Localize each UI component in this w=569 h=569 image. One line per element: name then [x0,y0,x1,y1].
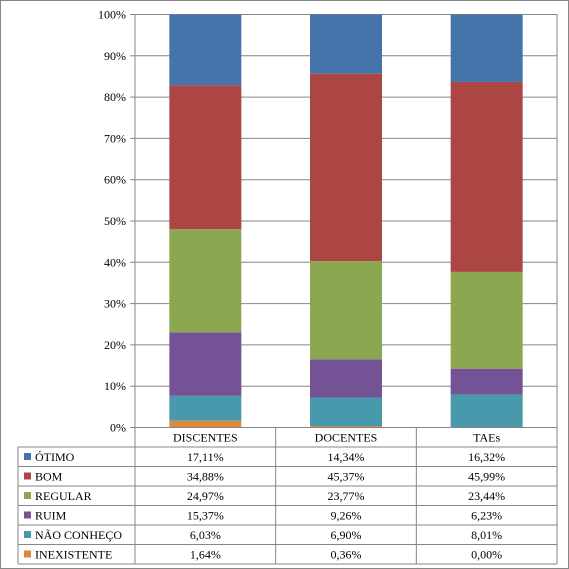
series-label: NÃO CONHEÇO [35,528,122,542]
data-value: 45,37% [328,470,365,484]
data-value: 6,03% [190,528,221,542]
bar-segment [450,394,523,428]
legend-key [24,453,31,460]
legend-key [24,550,31,558]
bar-segment [169,420,242,428]
legend-key [24,472,31,480]
bar-segment [310,73,382,262]
bar-segment [450,81,523,272]
data-value: 14,34% [328,450,365,464]
bar-segment [310,359,382,398]
data-value: 17,11% [187,450,224,464]
data-value: 9,26% [331,509,362,523]
data-value: 0,00% [471,548,502,562]
y-tick-label: 0% [110,421,126,435]
bar-segment [169,14,242,86]
data-value: 1,64% [190,548,221,562]
series-label: RUIM [35,509,67,523]
category-label: TAEs [473,431,500,445]
bar-segment [169,332,242,396]
bar-segment [169,229,242,333]
data-value: 15,37% [187,509,224,523]
y-tick-label: 40% [104,255,126,269]
data-value: 6,90% [331,528,362,542]
data-value: 23,77% [328,489,365,503]
data-value: 23,44% [468,489,505,503]
y-tick-label: 80% [104,90,126,104]
data-value: 34,88% [187,470,224,484]
legend-key [24,492,31,499]
y-tick-label: 60% [104,173,126,187]
category-label: DISCENTES [173,431,238,445]
category-label: DOCENTES [315,431,378,445]
bar-segment [450,271,523,369]
y-tick-label: 20% [104,338,126,352]
data-value: 24,97% [187,489,224,503]
y-tick-label: 30% [104,297,126,311]
data-value: 8,01% [471,528,502,542]
y-tick-label: 90% [104,49,126,63]
data-value: 6,23% [471,509,502,523]
y-tick-label: 10% [104,379,126,393]
data-value: 0,36% [331,548,362,562]
series-label: INEXISTENTE [35,548,112,562]
bar-segment [450,14,523,82]
bar-segment [310,397,382,427]
data-value: 45,99% [468,470,505,484]
legend-key [24,531,31,538]
bar-segment [169,395,242,421]
bar-segment [310,261,382,360]
bar-segment [310,426,382,428]
series-label: ÓTIMO [35,450,75,464]
bar-segment [310,14,382,74]
bar-segment [169,85,242,230]
data-value: 16,32% [468,450,505,464]
y-tick-label: 70% [104,131,126,145]
series-label: REGULAR [35,489,92,503]
y-tick-label: 50% [104,214,126,228]
bar-segment [450,368,523,395]
y-tick-label: 100% [98,8,126,22]
legend-key [24,511,31,519]
series-label: BOM [35,470,63,484]
